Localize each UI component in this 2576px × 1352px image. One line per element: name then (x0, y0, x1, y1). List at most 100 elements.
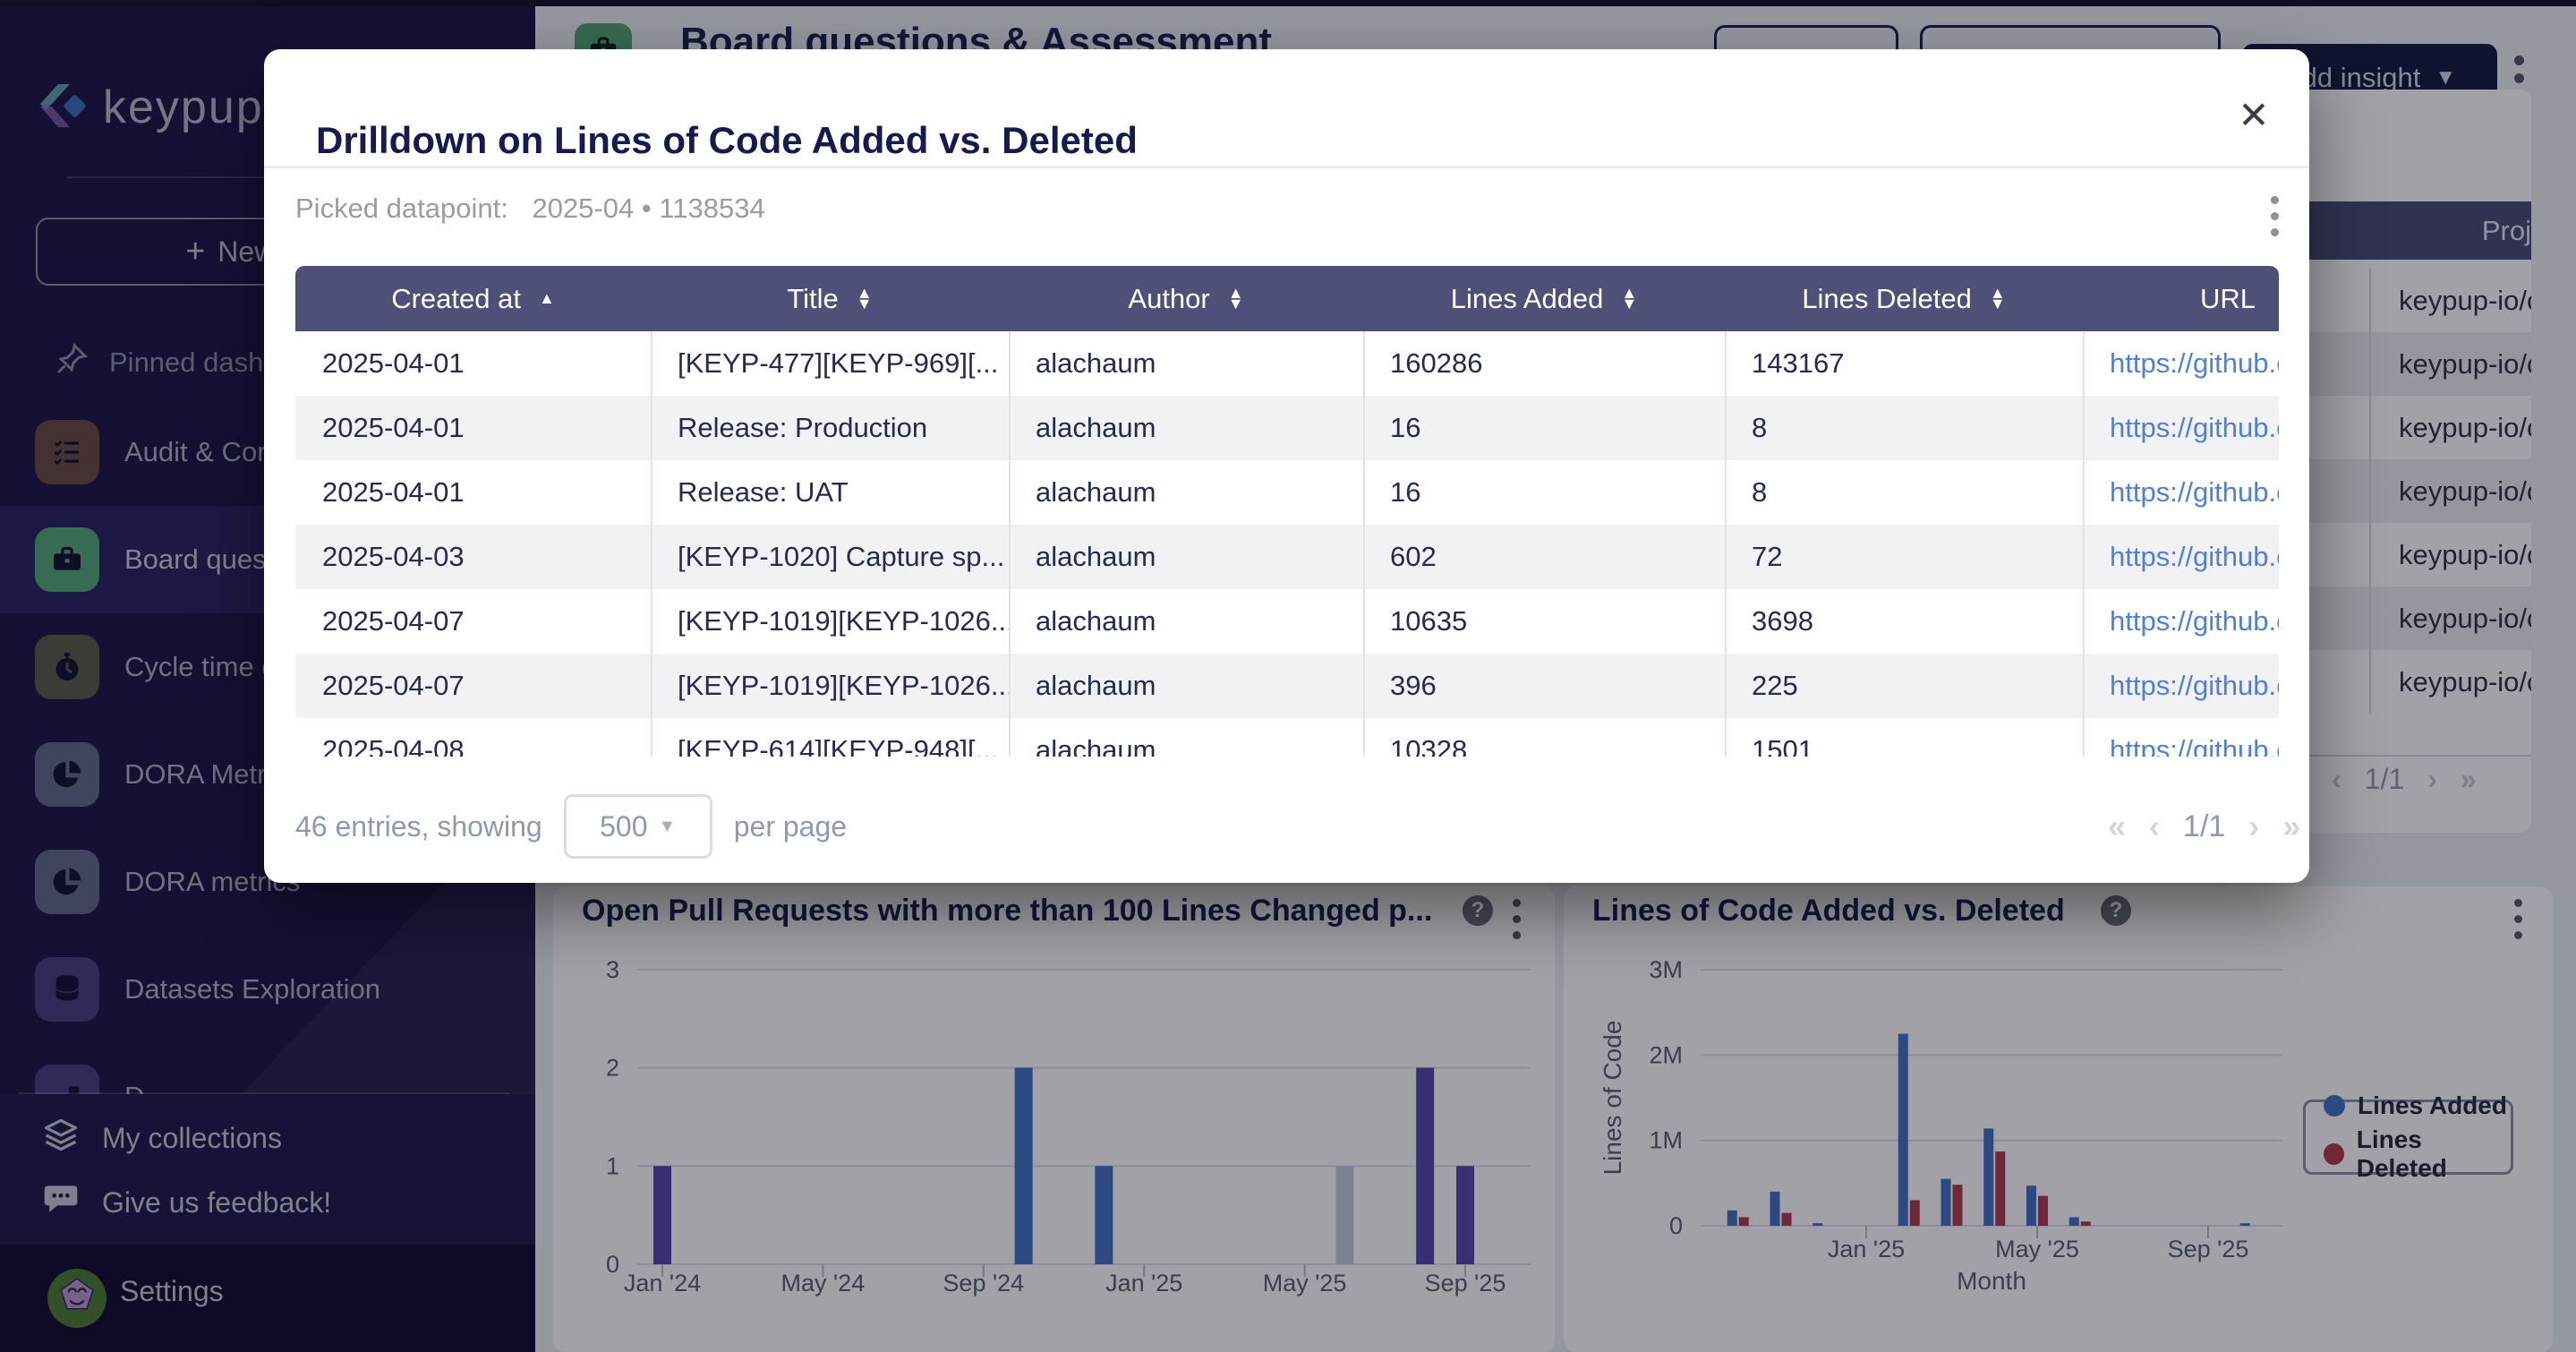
loc-chart-title: Lines of Code Added vs. Deleted (1592, 894, 2065, 928)
row-cell: 16 (1390, 476, 1421, 508)
chart-kebab-menu[interactable] (1513, 899, 1521, 939)
sidebar-item-my-collections[interactable]: My collections (41, 1115, 282, 1161)
brand-name: keypup (103, 81, 264, 133)
entries-summary: 46 entries, showing 500 ▼ per page (295, 794, 848, 859)
avatar[interactable] (47, 1269, 107, 1328)
help-icon[interactable]: ? (2101, 895, 2131, 926)
legend-label: Lines Deleted (2356, 1125, 2447, 1182)
sidebar-item-label: Board quest (124, 543, 275, 575)
svg-text:1: 1 (606, 1152, 619, 1179)
svg-text:2M: 2M (1649, 1041, 1683, 1068)
chat-bubble-icon (41, 1179, 81, 1226)
row-cell: 2025-04-03 (322, 541, 465, 572)
row-cell: 10635 (1390, 605, 1468, 637)
column-label: Created at (391, 282, 521, 314)
row-cell: alachaum (1036, 347, 1156, 379)
sidebar-item-label: D (124, 1081, 144, 1094)
caret-down-icon: ▼ (2435, 65, 2457, 90)
keypup-logo-icon (33, 77, 90, 139)
sidebar-item-dora-metric[interactable]: DORA Metric (0, 721, 535, 828)
column-header-author[interactable]: Author ▲ ▼ (1009, 266, 1363, 331)
row-cell: alachaum (1036, 670, 1156, 701)
legend-label: Lines Added (2358, 1091, 2507, 1119)
column-separator (1363, 331, 1365, 757)
entries-text: 46 entries, showing (295, 809, 542, 843)
briefcase-icon (35, 527, 99, 592)
per-page-suffix: per page (733, 809, 848, 843)
sidebar-bottom-panel (0, 1094, 535, 1245)
row-cell: 602 (1390, 541, 1437, 572)
row-cell: Release: Production (678, 412, 928, 443)
column-header-lines-added[interactable]: Lines Added ▲ ▼ (1363, 266, 1725, 331)
row-cell: 2025-04-01 (322, 476, 465, 508)
column-header-lines-deleted[interactable]: Lines Deleted ▲ ▼ (1725, 266, 2083, 331)
row-url-link[interactable]: https://github.c... (2110, 734, 2279, 757)
svg-text:Jan '25: Jan '25 (1105, 1270, 1182, 1296)
svg-text:1M: 1M (1649, 1127, 1683, 1154)
row-cell: 2025-04-07 (322, 670, 465, 701)
help-icon[interactable]: ? (1463, 895, 1493, 926)
row-cell: Release: UAT (678, 476, 849, 508)
row-url-link[interactable]: https://github.c... (2110, 670, 2279, 701)
column-separator (1009, 331, 1011, 757)
svg-text:Jan '24: Jan '24 (624, 1270, 701, 1296)
row-url-link[interactable]: https://github.c... (2110, 347, 2279, 379)
modal-pagination: « ‹ 1/1 › » (2108, 797, 2300, 856)
svg-text:Lines of Code: Lines of Code (1599, 1021, 1626, 1176)
prev-page-icon[interactable]: ‹ (2149, 808, 2161, 844)
row-cell: 3698 (1752, 605, 1813, 637)
chart-kebab-menu[interactable] (2514, 899, 2522, 939)
next-page-icon[interactable]: › (2248, 808, 2260, 844)
column-label: URL (2199, 282, 2256, 314)
sidebar-item-settings[interactable]: Settings (120, 1275, 224, 1307)
chart-legend: Lines Added Lines Deleted (2303, 1091, 2513, 1182)
sidebar-item-audit-com[interactable]: Audit & Com (0, 398, 535, 506)
row-cell: 2025-04-01 (322, 412, 465, 443)
sidebar-item-feedback[interactable]: Give us feedback! (41, 1179, 331, 1226)
pinned-dashboards-label: Pinned dashbo (109, 347, 294, 378)
pie-icon (35, 742, 99, 807)
last-page-icon[interactable]: » (2282, 808, 2301, 844)
sidebar-item-label: Audit & Com (124, 436, 281, 467)
project-row: keypup-io/c (2399, 411, 2531, 443)
brand-logo[interactable]: keypup (33, 77, 262, 139)
open-prs-chart: 0 1 2 3 Jan '24 May '24 Sep '24 Jan '25 May '25 S… (606, 956, 1531, 1296)
sidebar-item-d[interactable]: D (0, 1043, 535, 1094)
project-row: keypup-io/c (2399, 538, 2531, 570)
picked-datapoint: Picked datapoint: 2025-04 • 1138534 (295, 193, 765, 225)
svg-text:May '24: May '24 (781, 1270, 866, 1296)
row-cell: 2025-04-08 (322, 734, 465, 757)
svg-text:3M: 3M (1649, 956, 1683, 983)
column-header-title[interactable]: Title ▲ ▼ (651, 266, 1009, 331)
table-row: 2025-04-01 Release: UAT alachaum 16 8 https:/… (295, 460, 2279, 525)
row-url-link[interactable]: https://github.c... (2110, 476, 2279, 508)
row-cell: 8 (1752, 476, 1768, 508)
sidebar-item-label: Cycle time d (124, 651, 277, 682)
modal-title: Drilldown on Lines of Code Added vs. Del… (316, 119, 1138, 161)
column-header-created-at[interactable]: Created at ▲ (295, 266, 651, 331)
database-icon (35, 957, 99, 1022)
per-page-select[interactable]: 500 ▼ (563, 794, 712, 859)
feedback-label: Give us feedback! (102, 1185, 332, 1219)
row-url-link[interactable]: https://github.c... (2110, 541, 2279, 572)
last-page-icon[interactable]: » (2460, 763, 2477, 795)
next-page-icon[interactable]: › (2427, 763, 2437, 795)
close-icon[interactable]: ✕ (2238, 93, 2270, 136)
table-row: 2025-04-01 [KEYP-477][KEYP-969][... alacha… (295, 331, 2279, 396)
row-cell: [KEYP-1020] Capture sp... (678, 541, 1005, 572)
modal-kebab-menu[interactable] (2271, 196, 2279, 236)
first-page-icon[interactable]: « (2108, 808, 2127, 844)
projects-footer-rule (2247, 755, 2531, 757)
picked-datapoint-value: 2025-04 • 1138534 (532, 193, 765, 224)
row-url-link[interactable]: https://github.c... (2110, 412, 2279, 443)
row-url-link[interactable]: https://github.c... (2110, 605, 2279, 637)
column-label: Lines Deleted (1802, 282, 1972, 314)
row-cell: 160286 (1390, 347, 1483, 379)
sidebar-item-datasets-exploration[interactable]: Datasets Exploration (0, 936, 535, 1043)
prev-page-icon[interactable]: ‹ (2332, 763, 2341, 795)
pinned-dashboards-header[interactable]: Pinned dashbo (54, 338, 294, 387)
loc-chart-card: Lines of Code Added vs. Deleted ? 0 1M 2M 3… (1564, 886, 2553, 1352)
sidebar-item-cycle-time-d[interactable]: Cycle time d (0, 613, 535, 721)
picked-datapoint-label: Picked datapoint: (295, 193, 508, 224)
modal-header-divider (264, 166, 2309, 168)
